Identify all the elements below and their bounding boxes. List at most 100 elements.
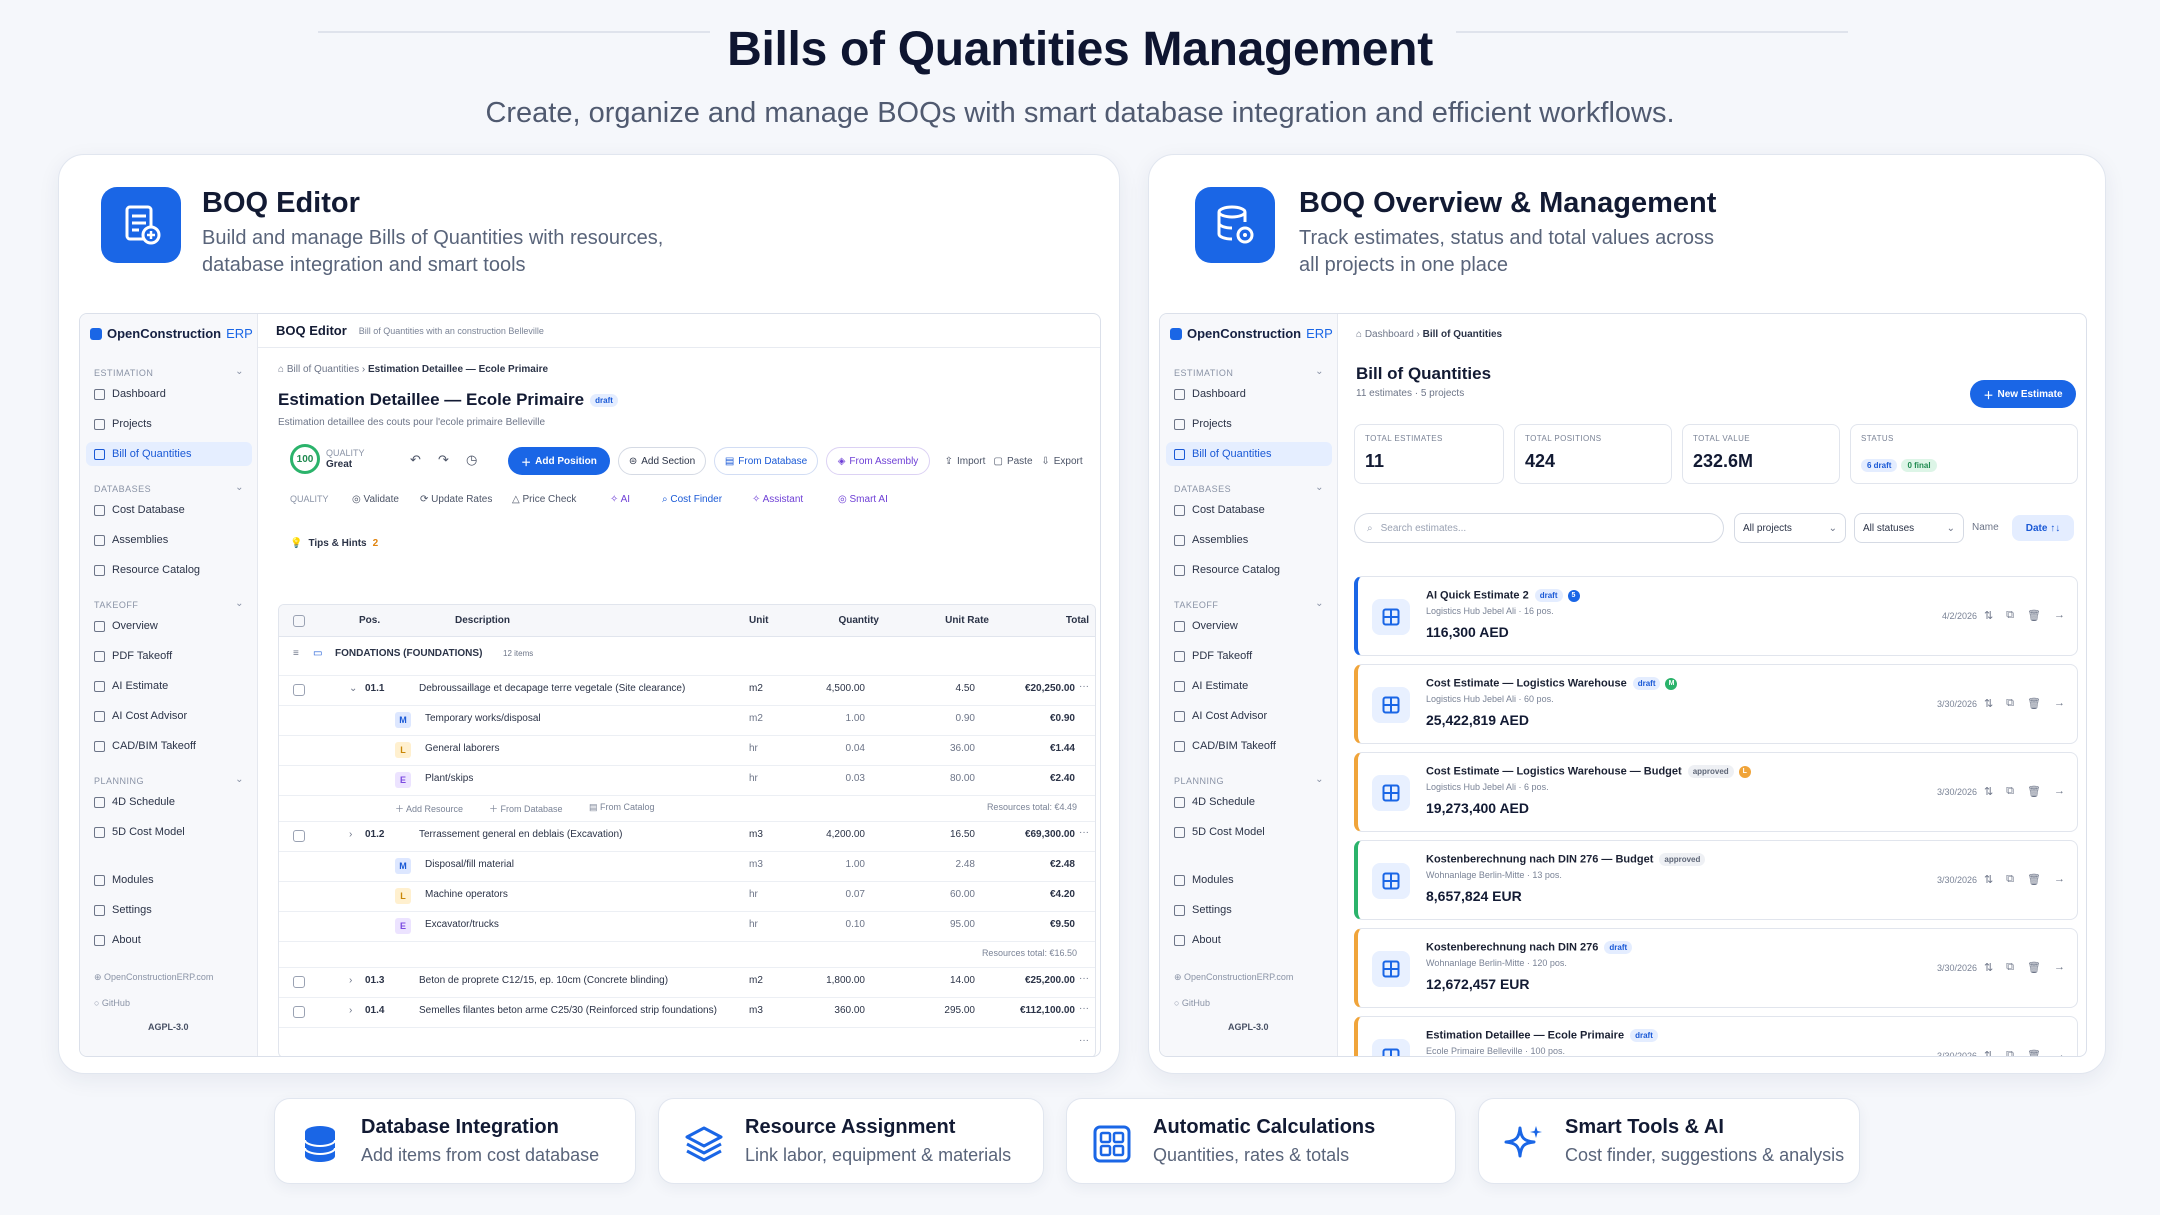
select-all-checkbox[interactable] [293,615,305,627]
more-icon[interactable]: ··· [1079,681,1089,692]
sidebar-item-dashboard[interactable]: Dashboard [86,382,252,406]
footer-site-link[interactable]: ⊕ OpenConstructionERP.com [94,972,214,982]
resource-description[interactable]: Excavator/trucks [425,919,499,930]
project-filter-select[interactable]: All projects ⌄ [1734,513,1846,543]
column-header[interactable]: Quantity [838,615,879,626]
column-header[interactable]: Total [1065,615,1089,626]
position-description[interactable]: Terrassement general en deblais (Excavat… [419,829,623,840]
sidebar-item-assemblies[interactable]: Assemblies [86,528,252,552]
add-position-button[interactable]: ＋ Add Position [508,447,610,475]
estimate-card[interactable]: Cost Estimate — Logistics Warehouse — Bu… [1354,752,2078,832]
cost-finder-button[interactable]: ⌕ Cost Finder [662,494,723,505]
paste-button[interactable]: ▢ Paste [993,455,1033,467]
sort-date-button[interactable]: Date ↑↓ [2012,515,2074,541]
position-description[interactable]: Debroussaillage et decapage terre vegeta… [419,683,686,694]
delete-icon[interactable]: 🗑 [2027,962,2041,974]
more-icon[interactable]: ··· [1079,827,1089,838]
resource-description[interactable]: Disposal/fill material [425,859,514,870]
export-button[interactable]: ⇩ Export [1041,455,1083,467]
sidebar-item-pdf-takeoff[interactable]: PDF Takeoff [86,644,252,668]
smart-ai-button[interactable]: ◎ Smart AI [838,494,888,505]
section-name[interactable]: FONDATIONS (FOUNDATIONS) [335,648,483,659]
add-section-button[interactable]: ⊜ Add Section [618,447,706,475]
arrow-right-icon[interactable]: → [2054,697,2065,709]
sidebar-item-settings[interactable]: Settings [86,898,252,922]
position-description[interactable]: Beton de proprete C12/15, ep. 10cm (Conc… [419,975,669,986]
sidebar-item-about[interactable]: About [1166,928,1332,952]
row-checkbox[interactable] [293,830,305,842]
column-header[interactable]: Pos. [359,615,381,626]
sidebar-item-resource-catalog[interactable]: Resource Catalog [86,558,252,582]
undo-icon[interactable]: ↶ [410,452,421,467]
estimate-card[interactable]: Kostenberechnung nach DIN 276 draft Wohnan… [1354,928,2078,1008]
sidebar-item-bill-of-quantities[interactable]: Bill of Quantities [86,442,252,466]
ai-button[interactable]: ✧ AI [610,494,631,505]
search-input[interactable]: ⌕ Search estimates... [1354,513,1724,543]
column-header[interactable]: Unit [749,615,769,626]
sidebar-section-label[interactable]: DATABASES ⌄ [1174,482,1324,494]
sidebar-section-label[interactable]: DATABASES ⌄ [94,482,244,494]
duplicate-icon[interactable]: ⧉ [2006,873,2015,885]
sidebar-item-overview[interactable]: Overview [1166,614,1332,638]
add-from-catalog-button[interactable]: ▤ From Catalog [589,802,655,812]
duplicate-icon[interactable]: ⧉ [2006,785,2015,797]
position-quantity[interactable]: 4,200.00 [826,829,865,840]
arrow-right-icon[interactable]: → [2054,961,2065,973]
footer-github-link[interactable]: ○ GitHub [1174,998,1210,1008]
column-header[interactable]: Description [455,615,511,626]
sidebar-item-pdf-takeoff[interactable]: PDF Takeoff [1166,644,1332,668]
column-header[interactable]: Unit Rate [945,615,989,626]
sidebar-item-cad-bim-takeoff[interactable]: CAD/BIM Takeoff [86,734,252,758]
sidebar-item-dashboard[interactable]: Dashboard [1166,382,1332,406]
history-icon[interactable]: ◷ [466,452,478,467]
sidebar-item-cost-database[interactable]: Cost Database [1166,498,1332,522]
sidebar-item-cad-bim-takeoff[interactable]: CAD/BIM Takeoff [1166,734,1332,758]
sidebar-item-about[interactable]: About [86,928,252,952]
from-database-button[interactable]: ▤ From Database [714,447,818,475]
sidebar-item-overview[interactable]: Overview [86,614,252,638]
position-description[interactable]: Semelles filantes beton arme C25/30 (Rei… [419,1005,717,1016]
sort-name-button[interactable]: Name [1972,522,1999,533]
estimate-card[interactable]: Estimation Detaillee — Ecole Primaire dra… [1354,1016,2078,1057]
validate-button[interactable]: ◎ Validate [352,494,399,505]
assistant-button[interactable]: ✧ Assistant [752,494,804,505]
expand-chevron-icon[interactable]: ⌄ [349,683,358,694]
sidebar-item-4d-schedule[interactable]: 4D Schedule [86,790,252,814]
update-rates-button[interactable]: ⟳ Update Rates [420,494,493,505]
resource-description[interactable]: Plant/skips [425,773,474,784]
resource-description[interactable]: General laborers [425,743,500,754]
estimate-card[interactable]: AI Quick Estimate 2 draft 5 Logistics Hub J… [1354,576,2078,656]
footer-github-link[interactable]: ○ GitHub [94,998,130,1008]
duplicate-icon[interactable]: ⧉ [2006,961,2015,973]
sidebar-item-ai-cost-advisor[interactable]: AI Cost Advisor [86,704,252,728]
from-assembly-button[interactable]: ◈ From Assembly [826,447,930,475]
price-check-button[interactable]: △ Price Check [512,494,577,505]
sidebar-section-label[interactable]: PLANNING ⌄ [1174,774,1324,786]
sidebar-section-label[interactable]: ESTIMATION ⌄ [1174,366,1324,378]
duplicate-icon[interactable]: ⧉ [2006,1049,2015,1057]
add-resource-button[interactable]: ＋ Add Resource [395,804,464,814]
sidebar-item-modules[interactable]: Modules [86,868,252,892]
expand-chevron-icon[interactable]: › [349,1005,353,1016]
more-icon[interactable]: ··· [1079,1035,1089,1046]
sidebar-item-4d-schedule[interactable]: 4D Schedule [1166,790,1332,814]
expand-chevron-icon[interactable]: › [349,975,353,986]
more-icon[interactable]: ··· [1079,973,1089,984]
sidebar-item-5d-cost-model[interactable]: 5D Cost Model [1166,820,1332,844]
sidebar-item-bill-of-quantities[interactable]: Bill of Quantities [1166,442,1332,466]
breadcrumb-root[interactable]: Dashboard [1364,329,1414,340]
compare-icon[interactable]: ⇅ [1983,610,1994,622]
compare-icon[interactable]: ⇅ [1983,874,1994,886]
delete-icon[interactable]: 🗑 [2027,698,2041,710]
compare-icon[interactable]: ⇅ [1983,786,1994,798]
position-rate[interactable]: 14.00 [949,975,975,986]
position-unit[interactable]: m3 [749,1005,763,1016]
sidebar-item-projects[interactable]: Projects [1166,412,1332,436]
estimate-card[interactable]: Kostenberechnung nach DIN 276 — Budget ap… [1354,840,2078,920]
breadcrumb-root[interactable]: Bill of Quantities [286,364,360,375]
sidebar-item-assemblies[interactable]: Assemblies [1166,528,1332,552]
compare-icon[interactable]: ⇅ [1983,1050,1994,1057]
import-button[interactable]: ⇪ Import [944,455,986,467]
compare-icon[interactable]: ⇅ [1983,962,1994,974]
sidebar-section-label[interactable]: PLANNING ⌄ [94,774,244,786]
